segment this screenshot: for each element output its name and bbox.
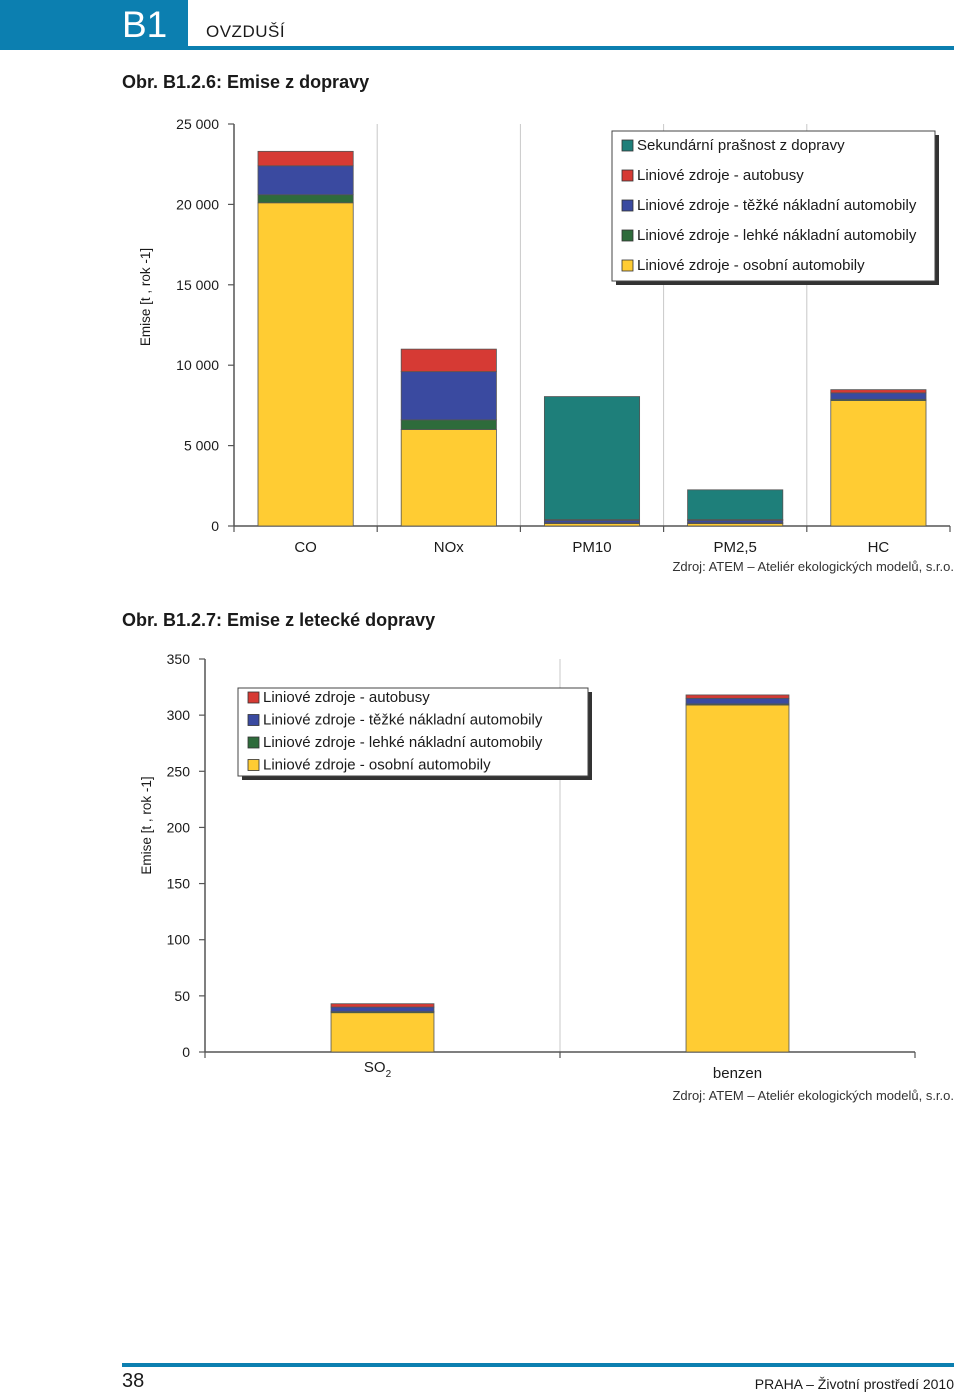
chart2-bar-autobusy [685,694,790,699]
chart1-y-axis-title: Emise [t , rok -1] [138,248,153,346]
chart1-legend-box [611,130,936,282]
chart2-y-tick-label: 100 [167,932,191,948]
chart1-y-tick-label: 5 000 [184,438,219,454]
chart2-legend-swatch-lehke [247,736,260,749]
chapter-code: B1 [122,4,168,45]
chart1-legend-label-tezke: Liniové zdroje - těžké nákladní automobi… [637,197,917,214]
chart2-y-tick-label: 0 [182,1044,190,1060]
chart1-legend-label-osobni: Liniové zdroje - osobní automobily [637,257,865,274]
figure2-title: Obr. B1.2.7: Emise z letecké dopravy [122,610,436,630]
chart2-y-tick-label: 200 [167,819,191,835]
chart1-category-label: HC [868,539,890,556]
chart2-legend-label-tezke: Liniové zdroje - těžké nákladní automobi… [263,712,543,729]
chart2-bar-osobni [685,704,790,1053]
figure1-title: Obr. B1.2.6: Emise z dopravy [122,72,370,92]
chart2-legend-box [237,687,589,777]
chart1-bar-prasnost [543,396,641,520]
chart1-y-tick-label: 25 000 [176,116,219,132]
chart1-legend-swatch-prasnost [621,139,634,152]
chart1-svg: 0 5 000 10 000 15 000 20 000 25 000 Emise [t ,… [138,116,951,556]
chart2-category-label: SO2 [364,1059,392,1080]
footer-publication: PRAHA – Životní prostředí 2010 [754,1376,954,1392]
chart1-bar-autobusy [400,348,497,373]
chart1-category-label: NOx [434,539,465,556]
chart1-bar-tezke [400,371,497,421]
chart2-bar-tezke [685,697,790,705]
chart1-legend-swatch-autobusy [621,169,634,182]
chart2-y-tick-label: 250 [167,763,191,779]
figure1-source: Zdroj: ATEM – Ateliér ekologických model… [672,559,954,574]
chart2-bar-autobusy [330,1003,435,1008]
chart1-legend-label-lehke: Liniové zdroje - lehké nákladní automobi… [637,227,917,244]
footer-rule [122,1363,954,1367]
chart1-bar-autobusy [830,389,927,394]
chapter-box [0,0,188,50]
chart1-y-tick-label: 0 [211,518,219,534]
header-white-strip [188,0,954,46]
chart1-legend-swatch-lehke [621,229,634,242]
chart1-category-label: PM2,5 [714,539,757,556]
chart1-category-label: PM10 [572,539,611,556]
chart2-y-tick-label: 300 [167,707,191,723]
chart2-category-label: benzen [713,1065,762,1082]
chart2-legend-label-autobusy: Liniové zdroje - autobusy [263,689,430,706]
chart2-y-axis-title: Emise [t , rok -1] [139,776,154,874]
chart1-bar-osobni [400,429,497,527]
chart1-legend-label-prasnost: Sekundární prašnost z dopravy [637,137,845,154]
chart1-category-label: CO [294,539,317,556]
chart2-bar-tezke [330,1006,435,1012]
chart1-y-tick-label: 20 000 [176,196,219,212]
chart2-legend-swatch-autobusy [247,691,260,704]
chart2-legend-label-lehke: Liniové zdroje - lehké nákladní automobi… [263,734,543,751]
chart1-bar-autobusy [257,150,354,167]
chart2-y-tick-label: 350 [167,651,191,667]
chart1-legend-label-autobusy: Liniové zdroje - autobusy [637,167,804,184]
chart2-legend-swatch-tezke [247,714,260,726]
chart2-bar-osobni [330,1012,435,1053]
chart1-bar-osobni [830,400,927,527]
chart1-bar-tezke [257,165,354,196]
chart2-y-tick-label: 150 [167,876,191,892]
chart1-y-tick-label: 15 000 [176,277,219,293]
chart1-bar-osobni [257,202,354,527]
page-number: 38 [122,1370,145,1392]
chart1-legend-swatch-tezke [621,199,634,212]
chart2-legend-label-osobni: Liniové zdroje - osobní automobily [263,757,491,774]
chart1-y-tick-label: 10 000 [176,357,219,373]
chart1-legend-swatch-osobni [621,259,634,272]
chart1-bar-prasnost [687,489,784,520]
section-title: OVZDUŠÍ [206,22,286,41]
chart2-svg: 0 50 100 150 200 250 300 350 Emise [t , rok -1] S… [139,651,916,1082]
chart2-y-tick-label: 50 [174,988,190,1004]
chart2-legend-swatch-osobni [247,759,260,771]
figure2-source: Zdroj: ATEM – Ateliér ekologických model… [672,1088,954,1103]
